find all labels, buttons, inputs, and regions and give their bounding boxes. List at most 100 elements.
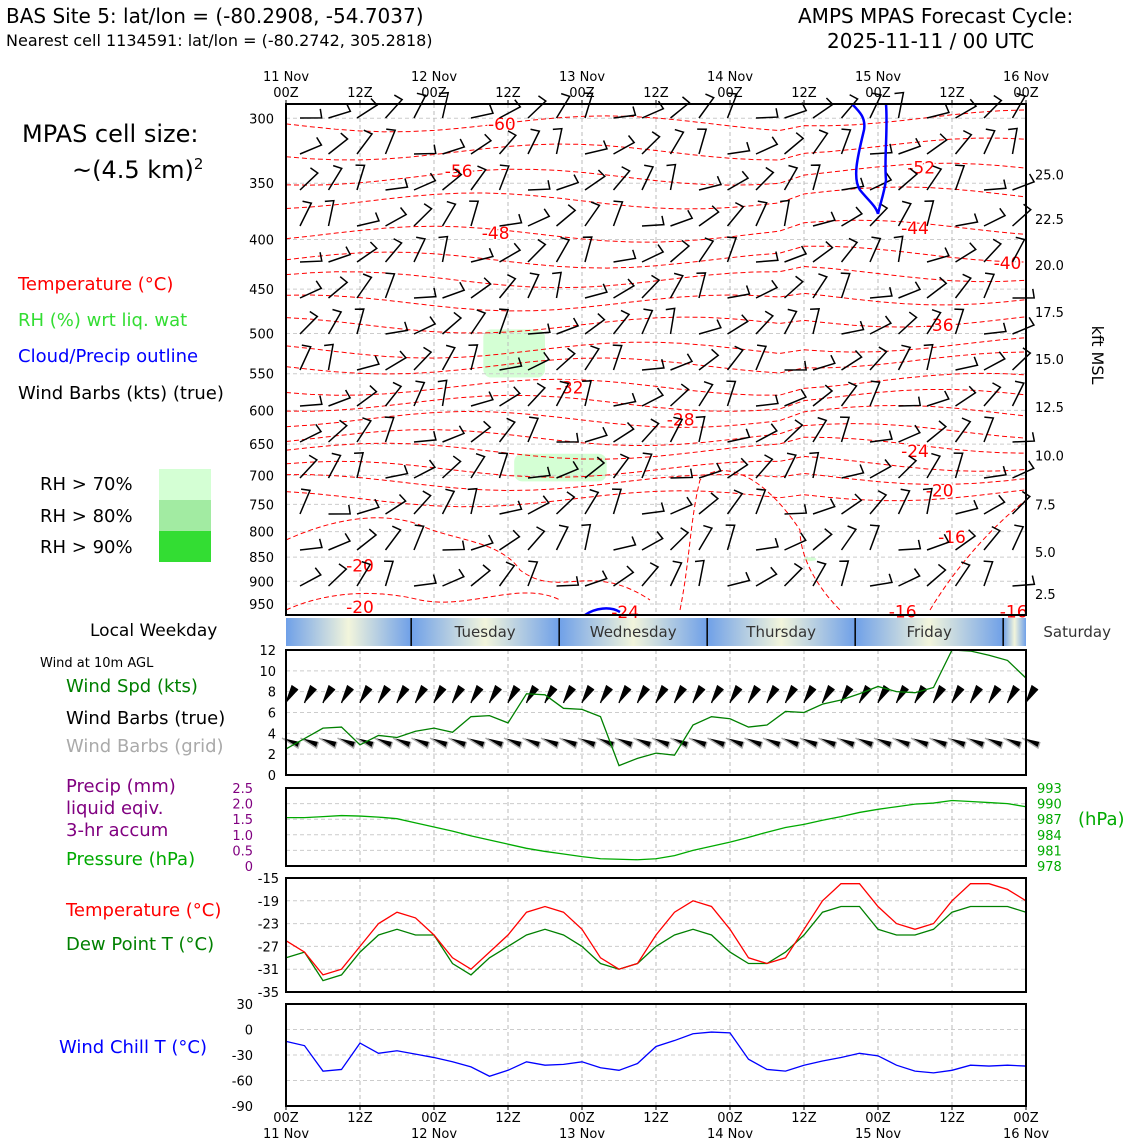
wind-barb bbox=[413, 524, 425, 551]
wind-barb bbox=[612, 344, 623, 371]
legend-rh80-label: RH > 80% bbox=[40, 506, 133, 527]
wind-barb-grid bbox=[503, 737, 523, 750]
wind-barb bbox=[784, 245, 808, 263]
wind-tick-label: 10 bbox=[259, 665, 276, 680]
wind-barb-true bbox=[858, 684, 872, 704]
wind-barb bbox=[898, 396, 922, 407]
pressure-tick-label: 984 bbox=[1037, 829, 1062, 844]
wind-barb bbox=[613, 106, 637, 119]
wind-barb bbox=[556, 174, 580, 191]
wind-barb bbox=[641, 452, 653, 479]
wind-barb bbox=[328, 102, 352, 119]
wind-tick-label: 8 bbox=[268, 686, 276, 701]
cloud-outline bbox=[584, 607, 621, 617]
wind-barb bbox=[613, 249, 637, 263]
wind-barb bbox=[468, 344, 479, 371]
wind-barb bbox=[527, 272, 540, 299]
wind-barb bbox=[299, 167, 319, 191]
wind-barb-grid bbox=[429, 737, 449, 750]
wind-barb bbox=[840, 94, 859, 119]
wind-barb bbox=[442, 281, 466, 299]
temperature-line bbox=[285, 883, 1027, 976]
wind-barb-true bbox=[396, 684, 410, 704]
wind-barb bbox=[698, 93, 715, 119]
wind-barb bbox=[694, 559, 705, 587]
wind-barb bbox=[356, 97, 379, 119]
wind-barb bbox=[784, 360, 808, 371]
wind-barb bbox=[413, 144, 437, 155]
wind-barb bbox=[467, 487, 478, 515]
wind-barb bbox=[354, 308, 365, 335]
wind-barb bbox=[669, 128, 685, 155]
wind-barb bbox=[556, 432, 580, 443]
wind-barb bbox=[356, 212, 380, 227]
top-hour-label: 12Z bbox=[347, 86, 373, 101]
wind-barb bbox=[612, 200, 624, 227]
wind-barb bbox=[613, 134, 636, 155]
isotherm-line bbox=[285, 109, 1027, 133]
height-tick-label: 12.5 bbox=[1035, 401, 1064, 416]
legend-rh80-swatch bbox=[159, 500, 211, 531]
wind-barb-true bbox=[710, 684, 724, 704]
wind-barb bbox=[922, 487, 933, 515]
bottom-hour-label: 12Z bbox=[939, 1111, 965, 1126]
top-date-label: 15 Nov bbox=[855, 70, 901, 85]
wind-barb bbox=[898, 568, 921, 587]
wind-barb bbox=[983, 322, 1007, 335]
wind-barb bbox=[299, 423, 323, 443]
wind-barb bbox=[527, 238, 547, 263]
wind-barb-grid bbox=[910, 737, 930, 750]
precip-tick-label: 1.0 bbox=[232, 829, 253, 844]
wind-barb bbox=[413, 316, 437, 335]
wind-barb bbox=[869, 236, 882, 263]
wind-tick-label: 12 bbox=[259, 644, 276, 659]
top-hour-label: 00Z bbox=[865, 86, 891, 101]
wind-barb bbox=[1012, 317, 1036, 335]
weekday-name: Friday bbox=[906, 623, 952, 641]
wind-barb bbox=[983, 94, 1003, 119]
wind-barb bbox=[869, 92, 883, 119]
wind-barb bbox=[641, 502, 665, 515]
wind-barb bbox=[470, 247, 494, 263]
wind-barb-true bbox=[895, 684, 909, 704]
wind-barb bbox=[527, 128, 541, 155]
wind-barb bbox=[669, 416, 684, 443]
wind-barb-grid bbox=[947, 737, 967, 750]
wind-barb bbox=[812, 354, 836, 371]
wind-barb bbox=[869, 380, 881, 407]
wind-barb bbox=[841, 493, 863, 515]
wind-barb bbox=[670, 496, 693, 515]
isotherm-line bbox=[285, 292, 1027, 312]
wind-barb bbox=[755, 566, 778, 587]
wind-barb bbox=[384, 238, 403, 263]
wind-barb bbox=[356, 129, 374, 155]
weekday-name: Thursday bbox=[745, 623, 816, 641]
wind-barb bbox=[954, 273, 972, 299]
wind-barb bbox=[582, 380, 593, 407]
wind-barb bbox=[955, 356, 979, 371]
bottom-date-label: 12 Nov bbox=[411, 1127, 457, 1140]
wind-barb-grid bbox=[873, 737, 893, 750]
wind-barb bbox=[469, 200, 480, 227]
wind-barb bbox=[669, 272, 684, 299]
wind-barb bbox=[552, 127, 563, 155]
wind-barb bbox=[898, 137, 922, 155]
wind-barb bbox=[666, 163, 677, 191]
wind-barb bbox=[897, 455, 918, 479]
isotherm-line bbox=[285, 372, 1027, 396]
wind-barb bbox=[584, 283, 608, 299]
wind-barb bbox=[470, 165, 487, 191]
wind-barb bbox=[584, 570, 608, 587]
wind-barb-true bbox=[599, 684, 613, 704]
weekday-band bbox=[707, 618, 856, 646]
wind-barb-grid bbox=[818, 737, 838, 750]
wind-barb bbox=[613, 392, 637, 407]
wind-barb bbox=[893, 235, 904, 263]
wind-barb bbox=[442, 540, 466, 551]
pressure-tick-label: 500 bbox=[249, 328, 274, 343]
wind-barb bbox=[1011, 490, 1032, 515]
wind-barb bbox=[755, 423, 778, 443]
wind-barb bbox=[442, 311, 463, 335]
wind-barb bbox=[869, 202, 889, 227]
isotherm-line bbox=[285, 436, 1027, 460]
